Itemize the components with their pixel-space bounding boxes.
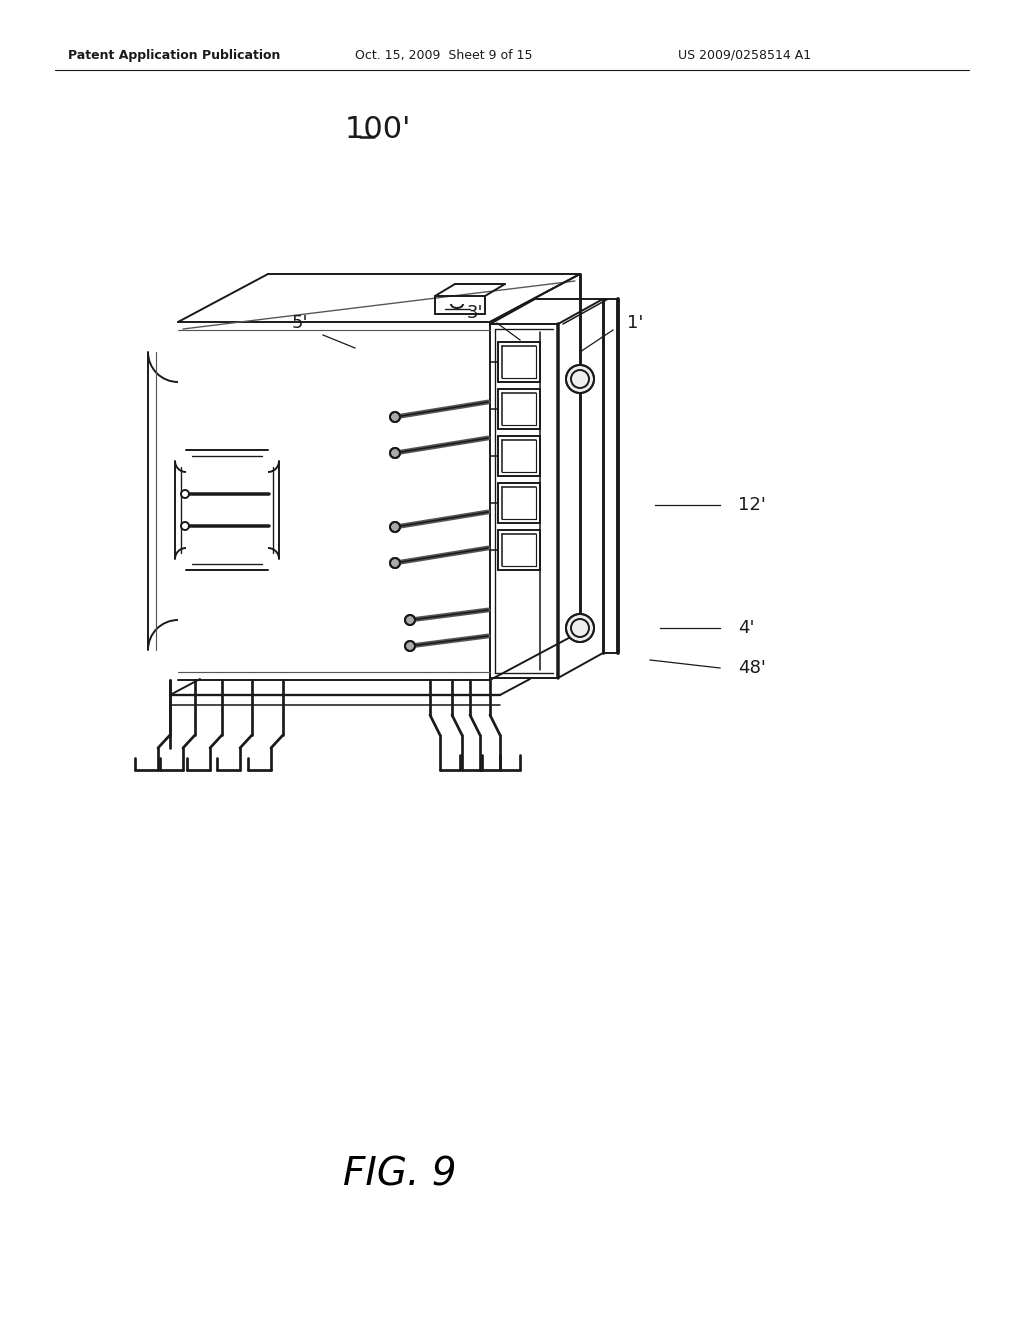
Circle shape — [181, 490, 189, 498]
Circle shape — [566, 366, 594, 393]
Circle shape — [181, 521, 189, 531]
Text: 100': 100' — [345, 115, 412, 144]
Text: 5': 5' — [292, 314, 308, 333]
Text: 3': 3' — [467, 304, 483, 322]
Text: Patent Application Publication: Patent Application Publication — [68, 49, 281, 62]
Circle shape — [390, 412, 400, 422]
Circle shape — [406, 615, 415, 624]
Text: Oct. 15, 2009  Sheet 9 of 15: Oct. 15, 2009 Sheet 9 of 15 — [355, 49, 532, 62]
Text: 4': 4' — [738, 619, 755, 638]
Circle shape — [566, 614, 594, 642]
Text: US 2009/0258514 A1: US 2009/0258514 A1 — [678, 49, 811, 62]
Circle shape — [390, 447, 400, 458]
Text: 48': 48' — [738, 659, 766, 677]
Circle shape — [406, 642, 415, 651]
Circle shape — [390, 521, 400, 532]
Circle shape — [390, 558, 400, 568]
Text: FIG. 9: FIG. 9 — [343, 1156, 457, 1195]
Text: 12': 12' — [738, 496, 766, 513]
Text: 1': 1' — [627, 314, 643, 333]
